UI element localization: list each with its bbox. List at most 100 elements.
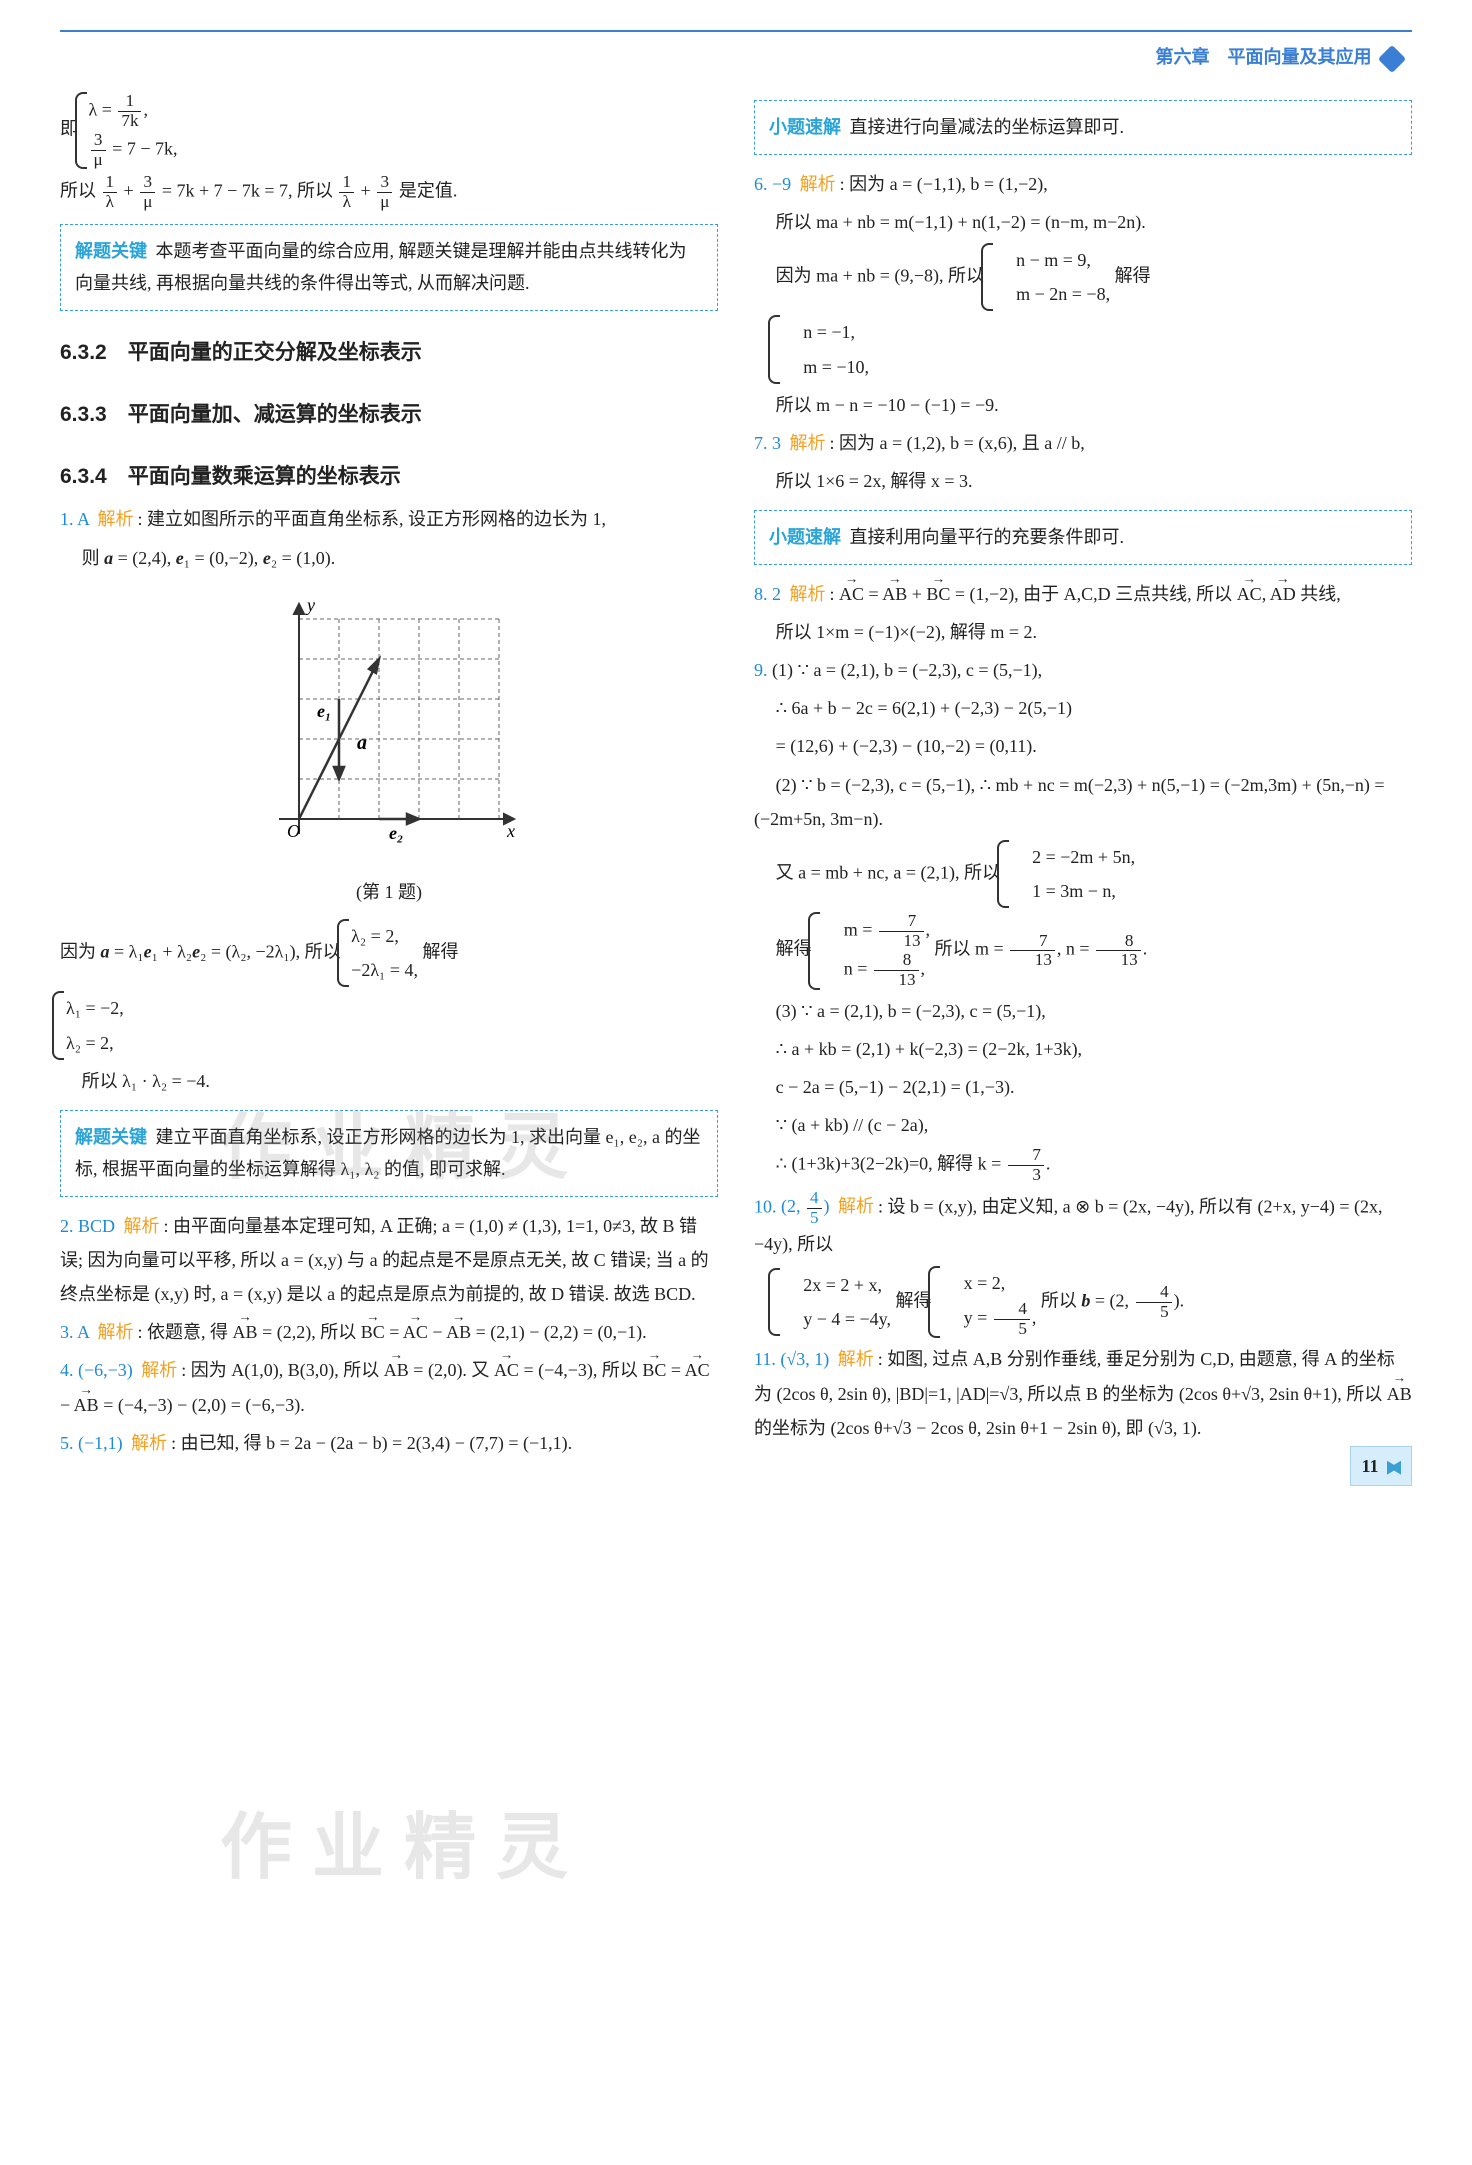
q6-b1-top: n − m = 9, — [995, 243, 1111, 277]
q10-b2-top: x = 2, — [942, 1266, 1036, 1300]
q8-l2: 所以 1×m = (−1)×(−2), 解得 m = 2. — [754, 615, 1412, 649]
q10-num: 10. — [754, 1196, 777, 1216]
q5-num: 5. — [60, 1433, 74, 1453]
q1-line1: 1. A 解析: 建立如图所示的平面直角坐标系, 设正方形网格的边长为 1, — [60, 502, 718, 536]
q3-jiexi: 解析 — [98, 1322, 134, 1342]
q6-brace1: n − m = 9, m − 2n = −8, — [989, 243, 1111, 311]
q2-num: 2. — [60, 1216, 74, 1236]
q6-brace2: n = −1, m = −10, — [776, 315, 869, 383]
q5-jiexi: 解析 — [131, 1433, 167, 1453]
q1-line2: 则 a = (2,4), e₁ = (0,−2), e₂ = (1,0). — [60, 541, 718, 575]
q9-p2-l3a: 解得 — [776, 939, 812, 959]
two-column-layout: 即 λ = 17k, 3μ = 7 − 7k, 所以 1λ + 3μ = 7k … — [60, 88, 1412, 1464]
q6-jiexi: 解析 — [800, 174, 836, 194]
q9-p1-l1: 9. (1) ∵ a = (2,1), b = (−2,3), c = (5,−… — [754, 653, 1412, 687]
book-icon — [1378, 45, 1406, 73]
intro-conclusion: 所以 1λ + 3μ = 7k + 7 − 7k = 7, 所以 1λ + 3μ… — [60, 173, 718, 212]
q9-p2-l2: 又 a = mb + nc, a = (2,1), 所以 2 = −2m + 5… — [754, 840, 1412, 908]
keybox-1-tag: 解题关键 — [75, 241, 147, 261]
q2-ans: BCD — [78, 1216, 115, 1236]
q7-ans: 3 — [772, 433, 781, 453]
q11: 11. (√3, 1) 解析: 如图, 过点 A,B 分别作垂线, 垂足分别为 … — [754, 1342, 1412, 1445]
svg-text:e₁: e₁ — [317, 701, 331, 721]
q10-l2: 2x = 2 + x, y − 4 = −4y, 解得 x = 2, y = 4… — [754, 1266, 1412, 1339]
intro-brace: λ = 17k, 3μ = 7 − 7k, — [83, 92, 178, 169]
svg-text:y: y — [305, 595, 315, 615]
q3-num: 3. — [60, 1322, 74, 1342]
tipbox-2-text: 直接利用向量平行的充要条件即可. — [850, 527, 1125, 547]
q4-ans: (−6,−3) — [78, 1360, 133, 1380]
q9-p1-t1: (1) ∵ a = (2,1), b = (−2,3), c = (5,−1), — [772, 660, 1042, 680]
section-633: 6.3.3 平面向量加、减运算的坐标表示 — [60, 395, 718, 435]
q6-l3: 因为 ma + nb = (9,−8), 所以 n − m = 9, m − 2… — [754, 243, 1412, 311]
q1-brace2-bot: λ₂ = 2, — [66, 1026, 124, 1060]
intro-brace-bot: 3μ = 7 − 7k, — [89, 131, 178, 170]
q6-l3a: 因为 ma + nb = (9,−8), 所以 — [776, 265, 984, 285]
chapter-header: 第六章 平面向量及其应用 — [60, 40, 1412, 74]
keybox-1: 解题关键 本题考查平面向量的综合应用, 解题关键是理解并能由点共线转化为向量共线… — [60, 224, 718, 311]
header-rule — [60, 30, 1412, 32]
q9-b2-bot: n = 813, — [822, 951, 930, 990]
page-number: 11 — [1350, 1446, 1412, 1486]
q5-ans: (−1,1) — [78, 1433, 123, 1453]
q7-num: 7. — [754, 433, 768, 453]
q11-ans: (√3, 1) — [780, 1349, 829, 1369]
tipbox-2-tag: 小题速解 — [769, 527, 841, 547]
q10-b1-bot: y − 4 = −4y, — [782, 1302, 891, 1336]
q1-text1: : 建立如图所示的平面直角坐标系, 设正方形网格的边长为 1, — [138, 509, 607, 529]
q4-num: 4. — [60, 1360, 74, 1380]
svg-text:O: O — [287, 821, 300, 841]
q1-line4: 所以 λ₁ · λ₂ = −4. — [60, 1064, 718, 1098]
q9-num: 9. — [754, 660, 768, 680]
q9-p3-l2: ∴ a + kb = (2,1) + k(−2,3) = (2−2k, 1+3k… — [754, 1032, 1412, 1066]
q10-jiexi: 解析 — [838, 1196, 874, 1216]
q9-b2-top: m = 713, — [822, 912, 930, 951]
keybox-2-text: 建立平面直角坐标系, 设正方形网格的边长为 1, 求出向量 e₁, e₂, a … — [75, 1127, 701, 1179]
q1-brace2-row: λ₁ = −2, λ₂ = 2, — [60, 991, 718, 1059]
q1-brace1-bot: −2λ₁ = 4, — [351, 953, 418, 987]
svg-text:e₂: e₂ — [389, 823, 403, 843]
q9-p3-l1: (3) ∵ a = (2,1), b = (−2,3), c = (5,−1), — [754, 994, 1412, 1028]
q2-jiexi: 解析 — [124, 1216, 160, 1236]
section-632: 6.3.2 平面向量的正交分解及坐标表示 — [60, 333, 718, 373]
q10-l1: 10. (2, 45) 解析: 设 b = (x,y), 由定义知, a ⊗ b… — [754, 1189, 1412, 1262]
q1-line3: 因为 a = λ₁e₁ + λ₂e₂ = (λ₂, −2λ₁), 所以 λ₂ =… — [60, 919, 718, 987]
q9-brace1: 2 = −2m + 5n, 1 = 3m − n, — [1005, 840, 1136, 908]
svg-text:x: x — [506, 821, 515, 841]
q1-num: 1. — [60, 509, 74, 529]
q1-brace1-top: λ₂ = 2, — [351, 919, 418, 953]
q6-b2-top: n = −1, — [782, 315, 869, 349]
q1-brace2-top: λ₁ = −2, — [66, 991, 124, 1025]
q9-p1-l2: ∴ 6a + b − 2c = 6(2,1) + (−2,3) − 2(5,−1… — [754, 691, 1412, 725]
q8-ans: 2 — [772, 584, 781, 604]
q9-p2-l3: 解得 m = 713, n = 813, 所以 m = 713, n = 813… — [754, 912, 1412, 989]
left-column: 即 λ = 17k, 3μ = 7 − 7k, 所以 1λ + 3μ = 7k … — [60, 88, 718, 1464]
q1-figure: O x y e₁ e₂ a — [60, 589, 718, 869]
q5-text: : 由已知, 得 b = 2a − (2a − b) = 2(3,4) − (7… — [171, 1433, 572, 1453]
q9-p1-l3: = (12,6) + (−2,3) − (10,−2) = (0,11). — [754, 729, 1412, 763]
keybox-2: 解题关键 建立平面直角坐标系, 设正方形网格的边长为 1, 求出向量 e₁, e… — [60, 1110, 718, 1197]
q10-brace1: 2x = 2 + x, y − 4 = −4y, — [776, 1268, 891, 1336]
q9-p3-l3: c − 2a = (5,−1) − 2(2,1) = (1,−3). — [754, 1070, 1412, 1104]
q7-jiexi: 解析 — [790, 433, 826, 453]
q6-num: 6. — [754, 174, 768, 194]
keybox-1-text: 本题考查平面向量的综合应用, 解题关键是理解并能由点共线转化为向量共线, 再根据… — [75, 241, 687, 293]
intro-brace-row: 即 λ = 17k, 3μ = 7 − 7k, — [60, 92, 718, 169]
q8-num: 8. — [754, 584, 768, 604]
intro-brace-top: λ = 17k, — [89, 92, 178, 131]
q9-b1-top: 2 = −2m + 5n, — [1011, 840, 1136, 874]
q1-brace1: λ₂ = 2, −2λ₁ = 4, — [345, 919, 418, 987]
q7-l1: 7. 3 解析: 因为 a = (1,2), b = (x,6), 且 a //… — [754, 426, 1412, 460]
page-number-text: 11 — [1361, 1456, 1378, 1476]
q6-b2-bot: m = −10, — [782, 350, 869, 384]
q6-ans: −9 — [772, 174, 791, 194]
q8-l1: 8. 2 解析: AC = AB + BC = (1,−2), 由于 A,C,D… — [754, 577, 1412, 611]
q9-p3-l4: ∵ (a + kb) // (c − 2a), — [754, 1108, 1412, 1142]
q1-fig-caption: (第 1 题) — [60, 875, 718, 909]
q1-jiede: 解得 — [422, 941, 458, 961]
q10-b2-bot: y = 45, — [942, 1300, 1036, 1339]
right-column: 小题速解 直接进行向量减法的坐标运算即可. 6. −9 解析: 因为 a = (… — [754, 88, 1412, 1464]
q11-jiexi: 解析 — [838, 1349, 874, 1369]
q1-jiexi: 解析 — [98, 509, 134, 529]
svg-text:a: a — [357, 732, 367, 754]
